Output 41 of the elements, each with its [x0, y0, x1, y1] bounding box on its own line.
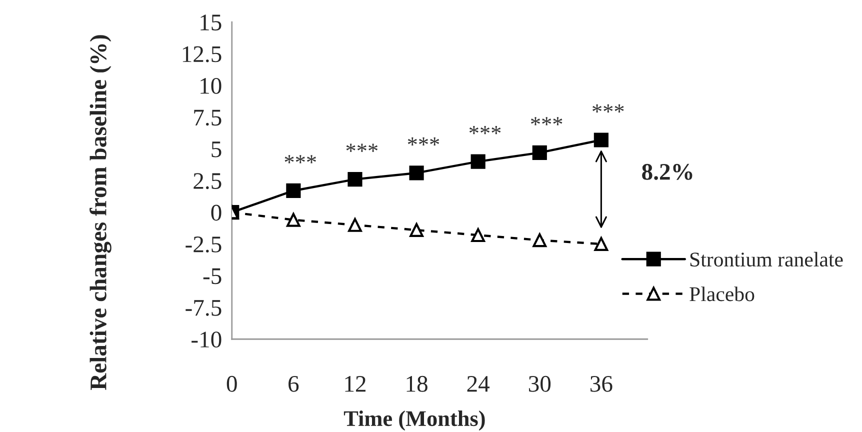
legend-label: Strontium ranelate — [690, 252, 843, 267]
x-axis-title: Time (Months) — [344, 410, 485, 431]
y-tick-label: 2.5 — [194, 173, 222, 190]
x-tick-label: 0 — [226, 376, 237, 392]
y-tick-label: 10 — [200, 78, 222, 94]
point — [286, 212, 300, 227]
annotation: *** — [592, 104, 624, 113]
x-tick-label: 36 — [590, 376, 612, 392]
y-tick-label: -7.5 — [186, 300, 222, 316]
y-tick-label: -2.5 — [186, 236, 222, 253]
annotation: *** — [284, 155, 316, 164]
x-tick-label: 30 — [528, 376, 551, 392]
point — [594, 132, 608, 148]
annotation: *** — [346, 144, 378, 152]
y-axis-title: Relative changes from baseline (%) — [90, 35, 112, 390]
point — [286, 183, 301, 198]
x-tick-label: 6 — [288, 376, 299, 392]
x-tick-label: 12 — [345, 376, 366, 392]
y-tick-label: 12.5 — [182, 46, 222, 62]
y-tick-label: 15 — [200, 14, 222, 30]
y-tick-label: 5 — [212, 142, 222, 158]
annotation: 8.2% — [642, 164, 692, 180]
point — [348, 172, 362, 187]
annotation: *** — [469, 126, 501, 134]
x-tick-label: 24 — [467, 376, 490, 392]
y-tick-label: -5 — [203, 268, 222, 284]
legend-label: Placebo — [690, 286, 754, 302]
point — [409, 166, 424, 180]
point — [532, 145, 547, 160]
point — [410, 223, 424, 237]
point — [471, 228, 486, 242]
annotation: *** — [408, 137, 440, 146]
y-tick-label: -10 — [192, 332, 222, 348]
annotation: *** — [531, 117, 562, 126]
y-tick-label: 7.5 — [194, 110, 222, 126]
point — [532, 233, 547, 248]
point — [470, 154, 486, 169]
point — [348, 218, 362, 232]
y-tick-label: 0 — [211, 204, 222, 221]
x-tick-label: 18 — [406, 376, 428, 392]
point — [594, 237, 608, 251]
